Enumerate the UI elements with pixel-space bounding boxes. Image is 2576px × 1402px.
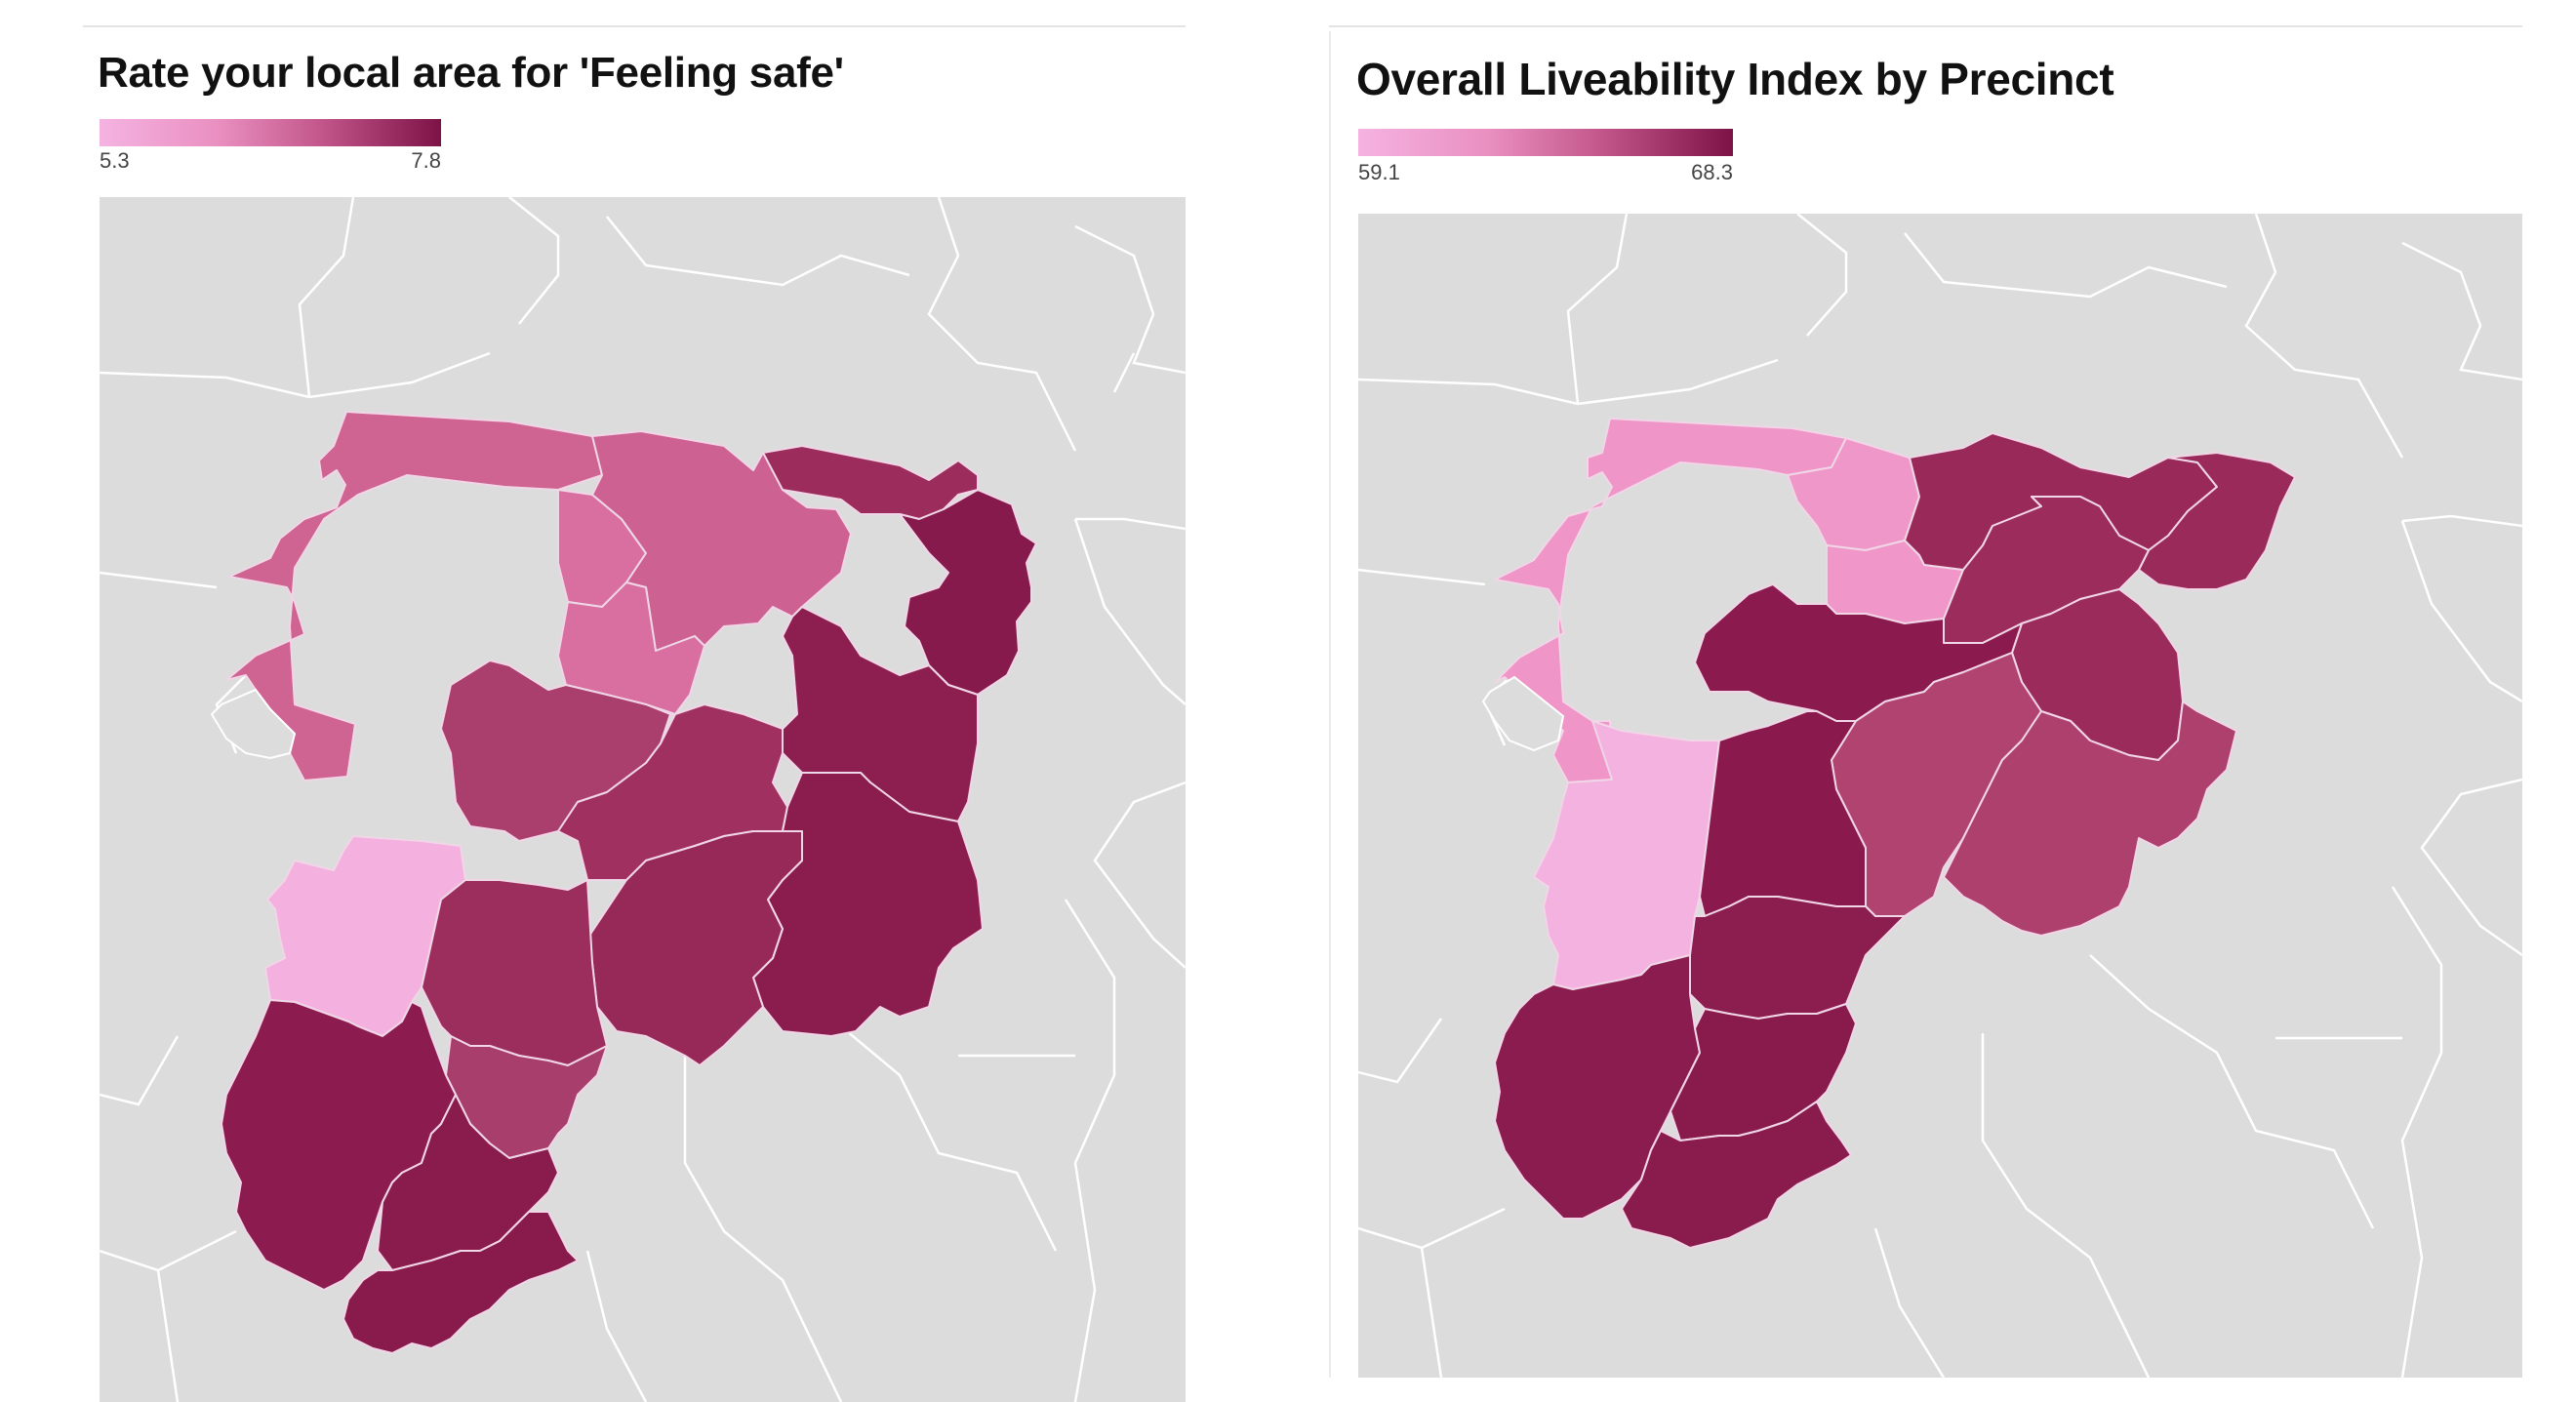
region-lower-mid <box>421 879 608 1066</box>
map-svg <box>100 197 1186 1402</box>
choropleth-map[interactable] <box>100 197 1186 1402</box>
region-south-centre <box>1670 1003 1857 1142</box>
liveability-map-panel: Overall Liveability Index by Precinct 59… <box>1329 25 2522 1391</box>
region-south <box>1621 1101 1852 1249</box>
panel-top-rule <box>83 25 1186 27</box>
legend-max-label: 7.8 <box>411 148 441 173</box>
region-north-west-east-bay <box>210 688 297 760</box>
choropleth-map[interactable] <box>1358 214 2522 1378</box>
region-lower-mid <box>1689 896 1906 1020</box>
panel-left-rule <box>1329 31 1331 1378</box>
region-far-east <box>2138 452 2296 590</box>
region-centre-dark <box>1694 583 2023 722</box>
panel-top-rule <box>1329 25 2522 27</box>
region-far-east <box>899 489 1037 696</box>
precinct-regions[interactable] <box>1494 418 2296 1249</box>
map-title: Rate your local area for 'Feeling safe' <box>98 49 844 97</box>
region-south <box>342 1211 579 1354</box>
legend-max-label: 68.3 <box>1691 160 1733 184</box>
feeling-safe-map-panel: Rate your local area for 'Feeling safe' … <box>83 25 1186 1402</box>
map-title: Overall Liveability Index by Precinct <box>1356 54 2114 104</box>
region-mid-south <box>586 830 803 1066</box>
region-south-east <box>1943 701 2237 937</box>
map-svg <box>1358 214 2522 1378</box>
region-north-west-bay <box>1481 675 1565 752</box>
color-legend: 5.3 7.8 <box>100 119 441 178</box>
legend-min-label: 5.3 <box>100 148 130 173</box>
region-north-east-strip <box>762 445 979 520</box>
region-centre-south-dark <box>1699 710 1867 917</box>
legend-gradient-bar <box>1358 129 1733 156</box>
legend-min-label: 59.1 <box>1358 160 1400 184</box>
color-legend: 59.1 68.3 <box>1358 129 1733 187</box>
legend-gradient-bar <box>100 119 441 146</box>
precinct-regions[interactable] <box>221 411 1037 1354</box>
